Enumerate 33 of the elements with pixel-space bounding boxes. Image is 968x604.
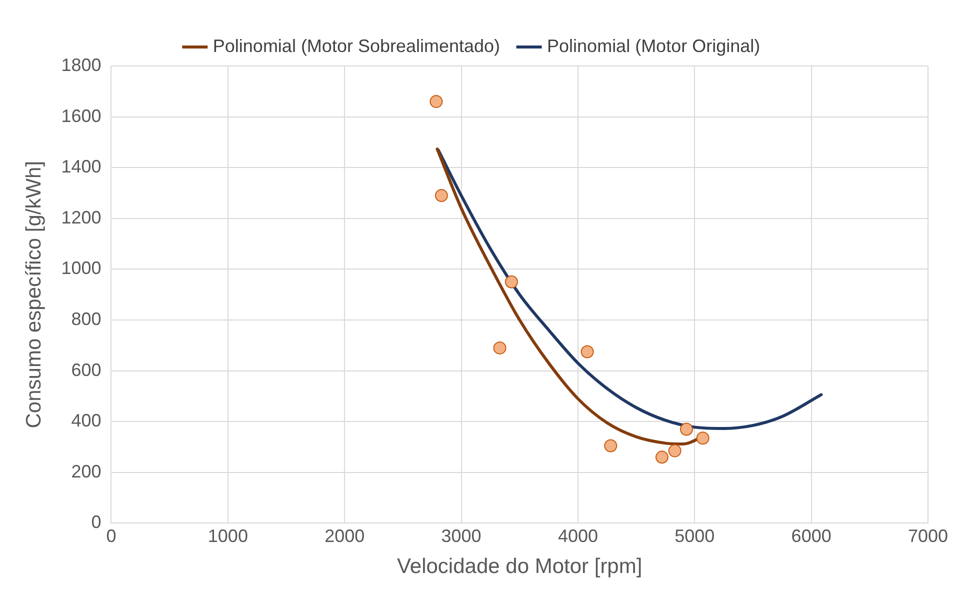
x-tick-label: 7000 — [908, 526, 948, 546]
y-tick-label: 1800 — [61, 54, 102, 75]
point — [696, 432, 710, 445]
x-tick-label: 5000 — [674, 526, 715, 546]
y-axis-title: Consumo específico [g/kWh] — [22, 160, 46, 428]
y-tick-label: 200 — [71, 461, 102, 482]
y-tick-label: 1600 — [61, 106, 102, 126]
y-tick-label: 600 — [71, 360, 102, 380]
legend-label: Polinomial (Motor Original) — [547, 36, 760, 56]
y-tick-label: 0 — [91, 512, 102, 532]
x-tick-label: 6000 — [791, 526, 832, 546]
x-tick-label: 1000 — [208, 526, 248, 546]
x-tick-label: 2000 — [324, 526, 365, 546]
y-tick-label: 800 — [71, 308, 102, 329]
y-tick-label: 400 — [71, 410, 102, 431]
point — [504, 275, 518, 288]
x-tick-label: 0 — [106, 526, 116, 546]
point — [680, 422, 693, 436]
point — [668, 444, 682, 458]
point — [604, 439, 618, 452]
y-tick-label: 1200 — [61, 207, 102, 228]
line-series — [436, 148, 823, 430]
x-tick-label: 4000 — [558, 526, 598, 546]
y-tick-label: 1400 — [61, 156, 102, 177]
legend-label: Polinomial (Motor Sobrealimentado) — [212, 36, 500, 56]
point — [430, 95, 443, 108]
point — [434, 189, 448, 202]
point — [580, 345, 594, 358]
point — [655, 450, 668, 464]
point — [493, 341, 506, 354]
y-tick-label: 1000 — [61, 258, 102, 278]
x-tick-label: 3000 — [441, 526, 482, 546]
x-axis-title: Velocidade do Motor [rpm] — [397, 555, 642, 578]
